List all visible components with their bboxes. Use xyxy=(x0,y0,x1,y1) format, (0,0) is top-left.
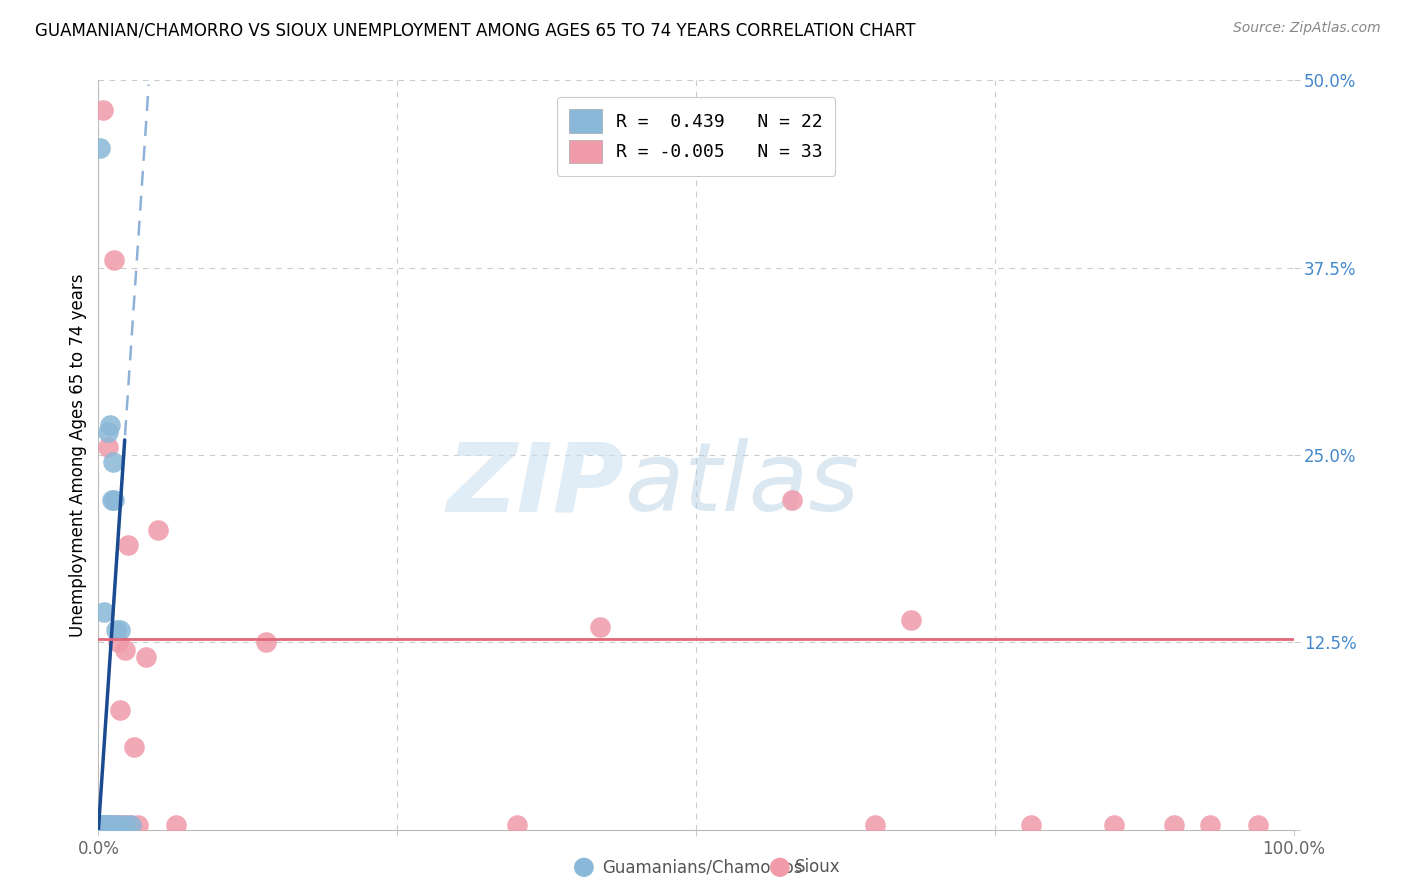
Y-axis label: Unemployment Among Ages 65 to 74 years: Unemployment Among Ages 65 to 74 years xyxy=(69,273,87,637)
Point xyxy=(89,141,111,155)
Point xyxy=(110,818,132,832)
Point xyxy=(94,818,117,832)
Point xyxy=(117,538,139,552)
Point xyxy=(89,818,111,832)
Point xyxy=(105,818,128,832)
Point xyxy=(90,818,112,832)
Point xyxy=(93,605,115,619)
Point xyxy=(91,103,114,118)
Point xyxy=(165,818,187,832)
Point xyxy=(135,650,157,665)
Point xyxy=(103,818,125,832)
Point xyxy=(589,620,612,634)
Point xyxy=(254,635,277,649)
Text: GUAMANIAN/CHAMORRO VS SIOUX UNEMPLOYMENT AMONG AGES 65 TO 74 YEARS CORRELATION C: GUAMANIAN/CHAMORRO VS SIOUX UNEMPLOYMENT… xyxy=(35,21,915,39)
Point xyxy=(120,818,142,832)
Point xyxy=(120,818,142,832)
Point xyxy=(101,818,124,832)
Point xyxy=(1199,818,1222,832)
Point xyxy=(105,624,128,638)
Text: ⬤: ⬤ xyxy=(572,858,595,878)
Point xyxy=(96,818,118,832)
Point xyxy=(1247,818,1270,832)
Text: ZIP: ZIP xyxy=(446,438,624,532)
Point xyxy=(115,818,138,832)
Point xyxy=(98,417,122,432)
Legend: R =  0.439   N = 22, R = -0.005   N = 33: R = 0.439 N = 22, R = -0.005 N = 33 xyxy=(557,97,835,176)
Point xyxy=(98,818,121,832)
Text: Source: ZipAtlas.com: Source: ZipAtlas.com xyxy=(1233,21,1381,36)
Point xyxy=(96,818,118,832)
Point xyxy=(107,635,129,649)
Point xyxy=(114,642,136,657)
Point xyxy=(107,818,129,832)
Point xyxy=(103,492,125,507)
Point xyxy=(865,818,887,832)
Point xyxy=(91,818,114,832)
Point xyxy=(104,818,127,832)
Point xyxy=(97,441,120,455)
Point xyxy=(108,703,131,717)
Point xyxy=(108,624,131,638)
Point xyxy=(1104,818,1126,832)
Text: atlas: atlas xyxy=(624,438,859,532)
Point xyxy=(101,455,124,469)
Point xyxy=(1163,818,1185,832)
Point xyxy=(124,740,146,755)
Point xyxy=(780,492,803,507)
Text: Guamanians/Chamorros: Guamanians/Chamorros xyxy=(602,858,803,876)
Text: ⬤: ⬤ xyxy=(769,858,792,878)
Point xyxy=(97,425,120,440)
Point xyxy=(98,818,121,832)
Point xyxy=(1019,818,1042,832)
Point xyxy=(506,818,529,832)
Point xyxy=(148,523,170,537)
Text: Sioux: Sioux xyxy=(794,858,839,876)
Point xyxy=(127,818,149,832)
Point xyxy=(100,492,122,507)
Point xyxy=(98,818,122,832)
Point xyxy=(103,253,125,268)
Point xyxy=(100,818,122,832)
Point xyxy=(114,818,136,832)
Point xyxy=(104,818,127,832)
Point xyxy=(112,818,135,832)
Point xyxy=(91,818,114,832)
Point xyxy=(900,613,922,627)
